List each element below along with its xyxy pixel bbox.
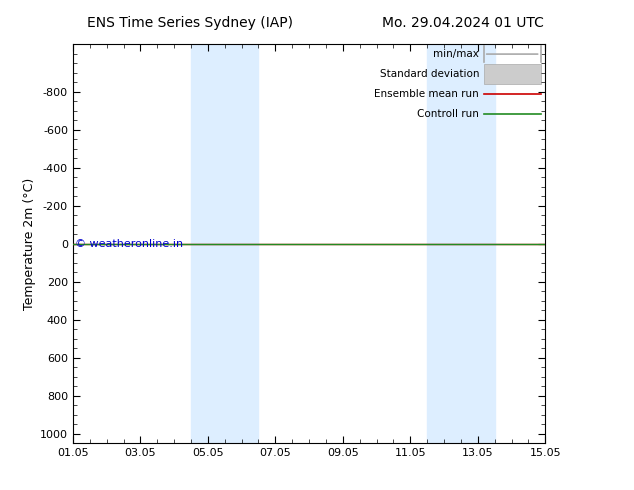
Text: Ensemble mean run: Ensemble mean run xyxy=(374,89,479,99)
Text: min/max: min/max xyxy=(433,49,479,59)
Text: ENS Time Series Sydney (IAP): ENS Time Series Sydney (IAP) xyxy=(87,16,293,30)
Text: Standard deviation: Standard deviation xyxy=(380,69,479,79)
Text: © weatheronline.in: © weatheronline.in xyxy=(75,239,183,249)
Y-axis label: Temperature 2m (°C): Temperature 2m (°C) xyxy=(23,178,36,310)
Text: Controll run: Controll run xyxy=(417,109,479,119)
Bar xyxy=(191,44,259,443)
Text: Mo. 29.04.2024 01 UTC: Mo. 29.04.2024 01 UTC xyxy=(382,16,544,30)
Bar xyxy=(427,44,495,443)
FancyBboxPatch shape xyxy=(484,64,541,84)
